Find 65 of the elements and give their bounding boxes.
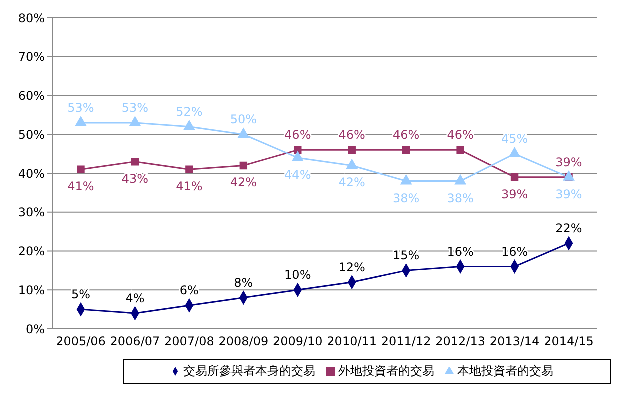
legend-label: 外地投資者的交易 [338,364,434,378]
data-label: 5% [71,288,91,302]
data-label: 22% [556,221,582,236]
y-tick-label: 10% [18,283,45,298]
point [77,166,85,174]
point [238,128,250,138]
point [348,146,356,154]
legend-label: 交易所參與者本身的交易 [184,364,316,378]
data-label: 50% [230,112,258,127]
point [400,174,412,185]
point [509,148,520,158]
point [346,159,358,170]
data-label: 42% [230,176,258,190]
x-tick-label: 2011/12 [381,334,432,349]
point [292,152,304,162]
y-tick-label: 0% [26,322,45,336]
data-label: 8% [234,276,254,290]
x-tick-label: 2013/14 [490,334,540,349]
y-tick-label: 50% [18,128,45,142]
data-label: 53% [122,100,149,115]
legend-label: 本地投資者的交易 [458,364,554,378]
point [240,162,248,170]
data-label: 39% [556,155,582,170]
point [402,146,410,154]
data-label: 53% [68,100,94,115]
data-label: 16% [447,244,474,259]
x-tick-label: 2005/06 [56,334,106,349]
point [456,146,464,154]
y-tick-label: 70% [18,50,45,64]
data-label: 39% [556,187,582,202]
data-label: 38% [392,191,420,206]
data-label: 52% [176,104,203,119]
data-label: 15% [392,248,420,263]
data-label: 42% [338,176,366,190]
data-label: 41% [176,180,203,194]
data-label: 38% [447,191,474,206]
point [130,116,141,126]
x-tick-label: 2008/09 [218,334,269,349]
point [454,174,466,185]
data-label: 45% [501,132,528,146]
x-tick-label: 2012/13 [436,334,486,349]
point [186,166,194,174]
x-tick-label: 2009/10 [272,334,323,349]
point [184,120,196,130]
data-label: 43% [122,172,149,186]
y-tick-label: 40% [18,166,45,181]
data-label: 6% [180,284,199,298]
data-label: 10% [284,268,312,282]
data-label: 4% [126,291,145,306]
y-tick-label: 60% [18,89,45,104]
point [131,158,140,166]
data-label: 39% [501,187,528,202]
point [563,171,575,181]
x-tick-label: 2010/11 [327,334,378,349]
y-tick-label: 20% [18,244,45,259]
x-tick-label: 2007/08 [164,334,214,349]
point [75,116,87,126]
y-tick-label: 30% [18,206,45,220]
data-label: 41% [68,180,94,194]
x-tick-label: 2006/07 [110,334,160,349]
point [510,174,519,182]
data-label: 12% [338,260,366,274]
y-tick-label: 80% [18,11,45,26]
data-label: 16% [501,244,528,259]
x-tick-label: 2014/15 [544,334,594,349]
